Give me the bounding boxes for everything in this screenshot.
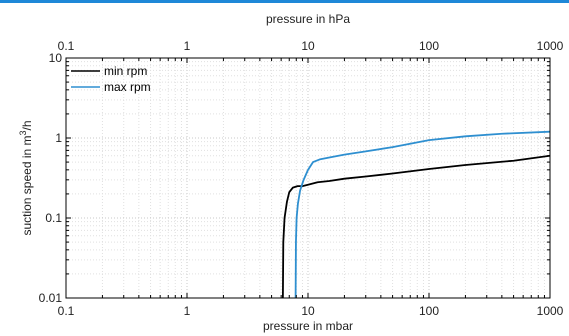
x-tick-label-top: 10: [301, 39, 315, 53]
top-x-axis-label: pressure in hPa: [266, 12, 350, 26]
x-tick-label-bottom: 10: [301, 304, 315, 318]
legend: min rpm max rpm: [71, 64, 151, 94]
axis-ticks: [66, 58, 550, 298]
y-axis-label: suction speed in m3/h: [18, 120, 34, 235]
series-line-min-rpm: [281, 154, 550, 298]
x-tick-label-bottom: 1000: [537, 304, 564, 318]
x-tick-label-bottom: 100: [419, 304, 439, 318]
y-tick-label: 0.1: [45, 211, 62, 225]
legend-label-max-rpm: max rpm: [104, 80, 151, 94]
x-tick-label-top: 100: [419, 39, 439, 53]
series-line-max-rpm: [294, 130, 550, 298]
x-tick-label-top: 1: [184, 39, 191, 53]
grid: [66, 58, 550, 298]
y-tick-label: 0.01: [39, 291, 63, 305]
x-tick-label-bottom: 0.1: [58, 304, 75, 318]
y-tick-label: 10: [49, 51, 63, 65]
top-accent-bar: [0, 0, 569, 3]
x-tick-label-top: 0.1: [58, 39, 75, 53]
series-group: [281, 130, 550, 298]
x-tick-label-top: 1000: [537, 39, 564, 53]
x-tick-label-bottom: 1: [184, 304, 191, 318]
y-tick-label: 1: [55, 131, 62, 145]
bottom-x-axis-label: pressure in mbar: [263, 319, 353, 333]
legend-label-min-rpm: min rpm: [104, 64, 147, 78]
